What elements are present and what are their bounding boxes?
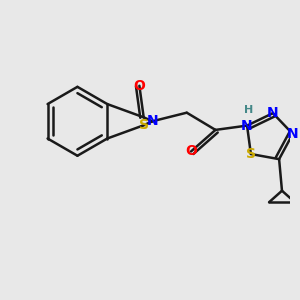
Text: S: S	[139, 118, 149, 132]
Text: O: O	[134, 79, 145, 93]
Text: N: N	[287, 127, 298, 141]
Text: N: N	[267, 106, 279, 120]
Text: H: H	[244, 105, 253, 115]
Text: S: S	[246, 147, 256, 161]
Text: O: O	[185, 144, 197, 158]
Text: N: N	[241, 118, 253, 133]
Text: N: N	[146, 114, 158, 128]
